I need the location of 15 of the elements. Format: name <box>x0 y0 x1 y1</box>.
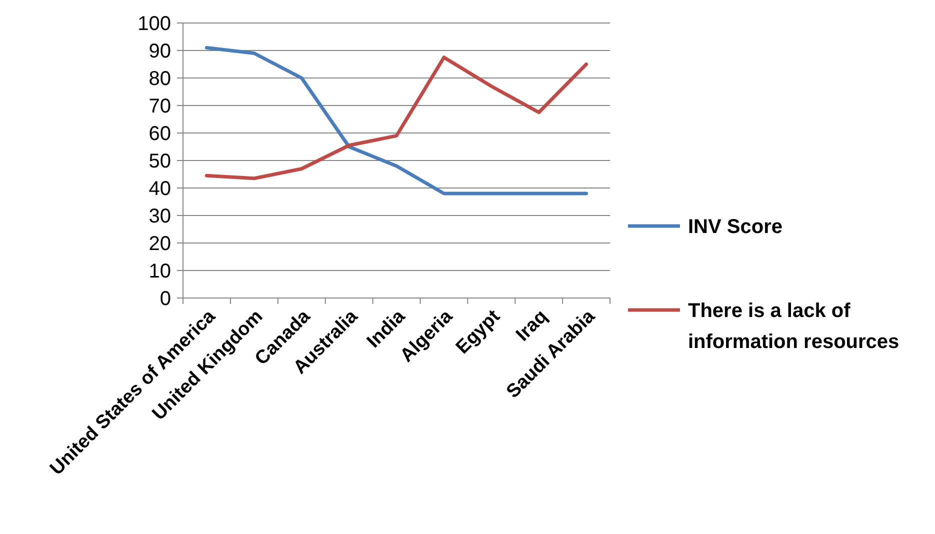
y-tick-label: 90 <box>148 40 171 62</box>
y-tick-label: 50 <box>148 150 171 172</box>
y-tick-label: 40 <box>148 178 171 200</box>
y-tick-label: 100 <box>138 13 171 35</box>
line-series <box>204 56 588 180</box>
y-tick-label: 60 <box>148 123 171 145</box>
line-series <box>204 46 588 196</box>
y-tick-label: 80 <box>148 68 171 90</box>
y-tick-label: 0 <box>160 288 171 310</box>
legend-label: INV Score <box>688 216 782 238</box>
y-tick-label: 70 <box>148 96 171 118</box>
y-tick-label: 10 <box>148 260 171 282</box>
y-tick-label: 30 <box>148 206 171 228</box>
y-tick-label: 20 <box>148 233 171 255</box>
legend-label: There is a lack of information resources <box>688 300 900 353</box>
